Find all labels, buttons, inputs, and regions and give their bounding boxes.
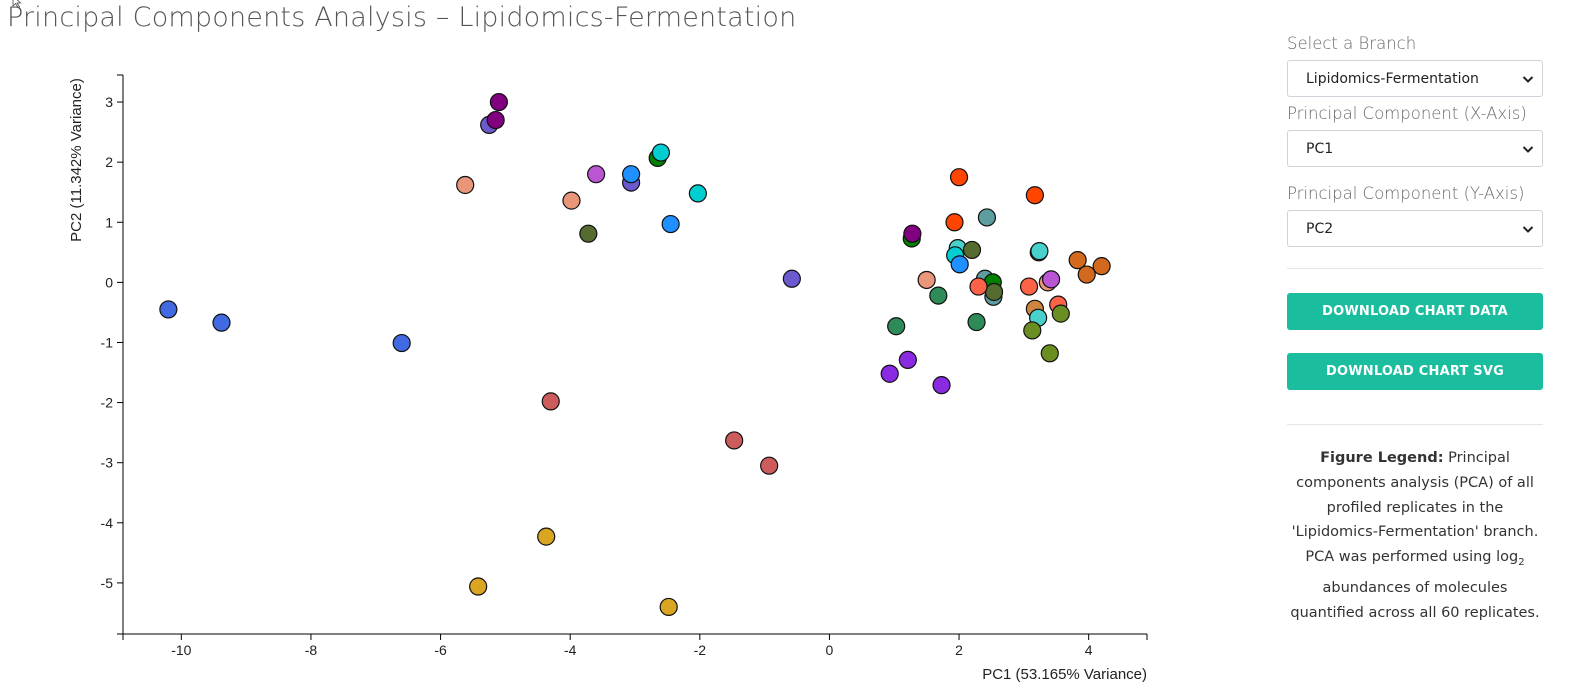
- y-tick-label: 3: [105, 94, 113, 110]
- data-point: [212, 313, 231, 332]
- data-point: [537, 527, 556, 546]
- figure-legend-subscript: 2: [1518, 557, 1525, 569]
- y-axis-select[interactable]: PC2: [1287, 210, 1543, 247]
- data-point: [659, 597, 678, 617]
- data-point: [917, 270, 936, 290]
- data-point: [541, 392, 560, 411]
- data-point: [760, 456, 779, 475]
- y-tick-label: 1: [105, 214, 113, 230]
- data-point: [929, 286, 948, 305]
- y-tick-label: -4: [101, 515, 114, 531]
- x-tick-label: 0: [826, 642, 834, 658]
- data-point: [661, 214, 680, 234]
- figure-legend-text-end: abundances of molecules quantified acros…: [1290, 579, 1540, 621]
- data-point: [622, 165, 641, 184]
- x-tick-label: -4: [564, 642, 577, 658]
- y-axis-label: PC2 (11.342% Variance): [68, 78, 85, 242]
- data-point: [932, 376, 951, 395]
- mouse-cursor-icon: [12, 0, 22, 8]
- page-title: Principal Components Analysis – Lipidomi…: [7, 2, 797, 33]
- figure-legend-title: Figure Legend:: [1320, 450, 1444, 466]
- data-point: [1025, 186, 1044, 205]
- x-axis-select-value: PC1: [1306, 140, 1334, 157]
- x-tick-label: -8: [305, 642, 318, 658]
- chart-axes: -10 -8 -6 -4 -2 0 2 4 3 2 1 0 -1 -2 -3 -4 -5: [101, 74, 1148, 658]
- data-point: [587, 165, 606, 184]
- y-tick-label: -1: [101, 334, 114, 350]
- divider: [1287, 268, 1543, 269]
- y-tick-label: -5: [101, 575, 114, 591]
- y-tick-label: 0: [105, 274, 113, 290]
- branch-select-value: Lipidomics-Fermentation: [1306, 70, 1479, 87]
- data-point: [469, 577, 488, 596]
- data-point: [688, 184, 707, 203]
- data-point: [725, 431, 744, 450]
- y-axis-select-label: Principal Component (Y-Axis): [1287, 184, 1525, 203]
- data-point: [489, 92, 508, 112]
- data-point: [1030, 242, 1049, 261]
- data-point: [579, 224, 598, 243]
- data-point: [984, 282, 1004, 302]
- data-point: [887, 317, 906, 336]
- x-axis-select-label: Principal Component (X-Axis): [1287, 104, 1527, 123]
- data-point: [949, 168, 969, 187]
- y-tick-label: -2: [101, 395, 114, 411]
- data-point: [898, 350, 917, 370]
- data-point: [1092, 257, 1111, 276]
- x-axis-select[interactable]: PC1: [1287, 130, 1543, 167]
- y-axis-select-value: PC2: [1306, 220, 1334, 237]
- x-tick-label: -10: [171, 642, 191, 658]
- y-tick-label: 2: [105, 154, 113, 170]
- data-point: [456, 175, 475, 195]
- data-point: [950, 255, 969, 274]
- chart-points: [159, 92, 1111, 617]
- x-tick-label: 2: [955, 642, 963, 658]
- data-point: [967, 312, 986, 332]
- data-point: [880, 364, 899, 383]
- figure-legend: Figure Legend: Principal components anal…: [1287, 446, 1543, 625]
- figure-legend-text: Principal components analysis (PCA) of a…: [1291, 450, 1539, 566]
- data-point: [1041, 270, 1061, 289]
- divider: [1287, 424, 1543, 425]
- pca-scatter-chart: -10 -8 -6 -4 -2 0 2 4 3 2 1 0 -1 -2 -3 -4 -5 PC1 (53.165…: [68, 74, 1148, 683]
- data-point: [1068, 251, 1087, 270]
- data-point: [1019, 277, 1039, 296]
- chevron-down-icon: [1522, 143, 1534, 155]
- x-tick-label: -2: [694, 642, 707, 658]
- y-tick-label: -3: [101, 455, 114, 471]
- data-point: [945, 213, 964, 232]
- branch-select[interactable]: Lipidomics-Fermentation: [1287, 60, 1543, 97]
- download-chart-svg-button[interactable]: DOWNLOAD CHART SVG: [1287, 353, 1543, 390]
- data-point: [486, 110, 505, 130]
- data-point: [962, 240, 982, 260]
- sidebar: Select a Branch Lipidomics-Fermentation …: [1287, 34, 1543, 625]
- x-tick-label: -6: [434, 642, 447, 658]
- data-point: [977, 208, 997, 227]
- data-point: [1023, 321, 1042, 340]
- data-point: [392, 333, 411, 353]
- data-point: [562, 191, 581, 210]
- data-point: [1051, 304, 1070, 323]
- x-axis-label: PC1 (53.165% Variance): [982, 666, 1147, 683]
- data-point: [903, 224, 922, 243]
- data-point: [782, 269, 801, 288]
- data-point: [159, 300, 178, 319]
- data-point: [969, 277, 988, 296]
- data-point: [651, 143, 671, 162]
- data-point: [1040, 344, 1059, 363]
- download-chart-data-button[interactable]: DOWNLOAD CHART DATA: [1287, 293, 1543, 330]
- data-point: [1077, 265, 1096, 284]
- branch-select-label: Select a Branch: [1287, 34, 1417, 53]
- x-tick-label: 4: [1085, 642, 1093, 658]
- chevron-down-icon: [1522, 223, 1534, 235]
- chevron-down-icon: [1522, 73, 1534, 85]
